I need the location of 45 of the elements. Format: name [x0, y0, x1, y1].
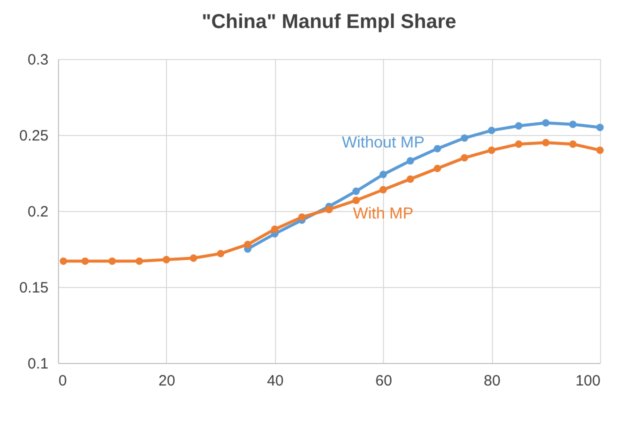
point — [514, 140, 522, 148]
point — [136, 257, 144, 265]
y-tick-label: 0.2 — [28, 204, 48, 220]
point — [244, 240, 252, 248]
x-tick-label: 80 — [484, 372, 500, 390]
point — [569, 140, 577, 148]
point — [108, 257, 116, 265]
point — [460, 154, 468, 162]
series-label: With MP — [352, 206, 414, 223]
point — [60, 257, 68, 265]
point — [460, 134, 468, 142]
point — [542, 119, 550, 127]
series-label: Without MP — [342, 134, 425, 152]
x-tick-label: 60 — [375, 372, 392, 390]
point — [406, 157, 414, 165]
point — [434, 164, 442, 172]
point — [596, 146, 604, 154]
point — [81, 257, 89, 265]
x-tick-label: 100 — [575, 372, 600, 390]
point — [298, 213, 306, 221]
point — [542, 138, 550, 146]
point — [596, 124, 604, 132]
point — [434, 144, 442, 152]
point — [488, 126, 496, 134]
point — [379, 186, 387, 194]
point — [190, 254, 198, 262]
point — [514, 122, 522, 130]
x-tick-label: 40 — [266, 372, 284, 390]
y-tick-label: 0.25 — [19, 128, 48, 144]
point — [352, 196, 360, 204]
x-tick-label: 20 — [158, 372, 176, 390]
point — [488, 146, 496, 154]
point — [216, 250, 224, 258]
y-tick-label: 0.3 — [28, 52, 48, 68]
point — [352, 188, 360, 195]
point — [406, 175, 414, 183]
chart-title: "China" Manuf Empl Share — [202, 11, 456, 33]
x-tick-label: 0 — [58, 372, 67, 390]
y-tick-label: 0.15 — [19, 280, 48, 296]
point — [271, 226, 279, 233]
point — [569, 120, 577, 128]
y-tick-label: 0.1 — [28, 356, 48, 372]
point — [379, 170, 387, 178]
point — [162, 256, 170, 264]
point — [325, 206, 333, 214]
